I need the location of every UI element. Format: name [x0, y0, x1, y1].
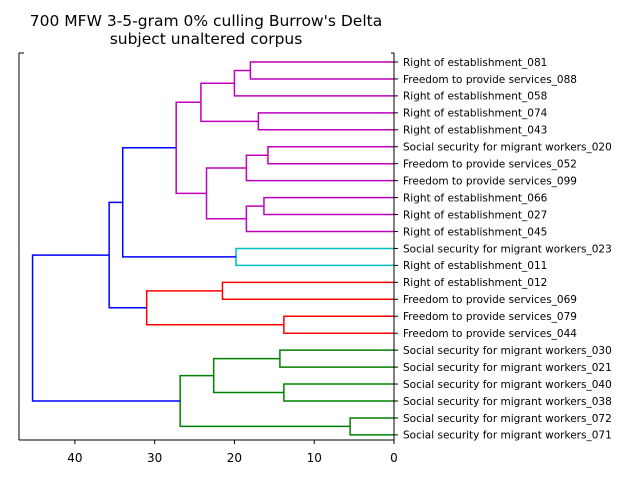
x-tick-label: 10	[307, 451, 322, 465]
x-tick-label: 0	[390, 451, 398, 465]
dendrogram-links	[31, 61, 394, 436]
link-m15	[145, 290, 284, 326]
link-m6	[245, 154, 394, 182]
x-axis-ticks: 40 30 20 10 0	[67, 440, 398, 465]
link-m12	[121, 147, 237, 258]
link-m9	[205, 167, 247, 220]
link-m18	[283, 383, 394, 402]
leaf-label: Freedom to provide services_069	[403, 294, 577, 306]
leaf-label: Freedom to provide services_044	[403, 328, 577, 340]
link-m11	[235, 247, 394, 267]
title-line-2: subject unaltered corpus	[109, 30, 303, 48]
link-m5	[267, 146, 394, 165]
link-m4	[200, 82, 259, 123]
leaf-label: Right of establishment_012	[403, 277, 547, 289]
leaf-label: Social security for migrant workers_023	[403, 243, 612, 255]
chart-title: 700 MFW 3-5-gram 0% culling Burrow's Del…	[0, 12, 412, 48]
leaf-label: Right of establishment_066	[403, 192, 548, 204]
link-m1	[249, 61, 394, 80]
leaf-label: Right of establishment_011	[403, 260, 547, 272]
leaf-label: Social security for migrant workers_072	[403, 413, 612, 425]
leaf-label: Social security for migrant workers_040	[403, 379, 612, 391]
link-m17	[279, 349, 394, 368]
link-m2	[233, 69, 394, 97]
leaf-label: Social security for migrant workers_021	[403, 362, 612, 374]
leaf-label: Freedom to provide services_099	[403, 175, 577, 187]
link-m20	[349, 417, 394, 436]
link-m3	[257, 112, 394, 131]
leaf-label: Right of establishment_074	[403, 108, 548, 120]
leaf-label: Right of establishment_027	[403, 209, 547, 221]
leaf-label: Right of establishment_043	[403, 125, 547, 137]
link-m14	[283, 315, 394, 334]
leaf-label: Social security for migrant workers_030	[403, 345, 612, 357]
x-tick-label: 20	[227, 451, 242, 465]
link-m13	[221, 281, 394, 301]
leaf-label: Social security for migrant workers_038	[403, 396, 612, 408]
leaf-label: Right of establishment_081	[403, 57, 547, 69]
leaf-label: Social security for migrant workers_020	[403, 142, 612, 154]
x-tick-label: 40	[67, 451, 82, 465]
leaf-labels: Right of establishment_081 Freedom to pro…	[394, 57, 612, 442]
leaf-label: Freedom to provide services_088	[403, 74, 577, 86]
link-m8	[245, 205, 394, 233]
link-m16	[108, 201, 147, 309]
axes-frame	[18, 52, 395, 441]
x-tick-label: 30	[147, 451, 162, 465]
leaf-label: Right of establishment_045	[403, 226, 547, 238]
link-m7	[263, 196, 394, 216]
leaf-label: Freedom to provide services_052	[403, 159, 577, 171]
leaf-label: Right of establishment_058	[403, 91, 547, 103]
leaf-label: Freedom to provide services_079	[403, 311, 577, 323]
leaf-label: Social security for migrant workers_071	[403, 430, 612, 442]
link-m19	[212, 357, 284, 394]
title-line-1: 700 MFW 3-5-gram 0% culling Burrow's Del…	[29, 12, 383, 30]
link-m10	[175, 101, 207, 195]
link-m22	[31, 254, 181, 402]
